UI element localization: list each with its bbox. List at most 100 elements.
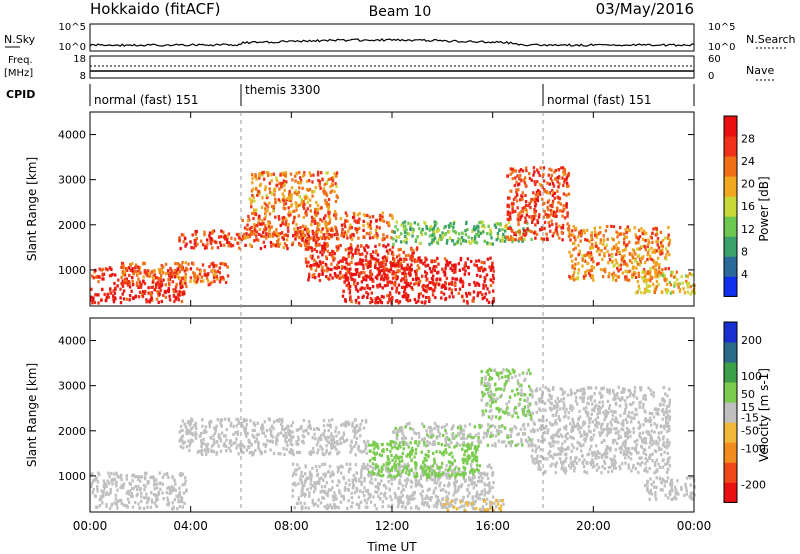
heatmap-cell bbox=[452, 265, 455, 269]
heatmap-cell bbox=[347, 420, 350, 424]
heatmap-cell bbox=[361, 419, 364, 423]
heatmap-cell bbox=[375, 225, 379, 229]
heatmap-cell bbox=[399, 426, 402, 430]
heatmap-cell bbox=[664, 288, 667, 292]
heatmap-cell bbox=[178, 504, 182, 509]
heatmap-cell bbox=[640, 257, 643, 261]
heatmap-cell bbox=[625, 270, 629, 274]
heatmap-cell bbox=[270, 424, 273, 429]
heatmap-cell bbox=[364, 446, 368, 451]
heatmap-cell bbox=[650, 257, 653, 261]
heatmap-cell bbox=[567, 184, 570, 188]
heatmap-cell bbox=[511, 204, 514, 209]
heatmap-cell bbox=[612, 275, 615, 279]
heatmap-cell bbox=[619, 267, 622, 271]
heatmap-cell bbox=[222, 277, 225, 281]
heatmap-cell bbox=[483, 239, 486, 243]
heatmap-cell bbox=[205, 430, 208, 434]
heatmap-cell bbox=[492, 480, 495, 485]
heatmap-cell bbox=[400, 455, 403, 459]
heatmap-cell bbox=[370, 473, 373, 477]
heatmap-cell bbox=[181, 483, 184, 487]
heatmap-cell bbox=[489, 278, 493, 282]
heatmap-cell bbox=[252, 208, 256, 212]
heatmap-cell bbox=[326, 503, 329, 507]
heatmap-cell bbox=[555, 206, 559, 210]
heatmap-cell bbox=[665, 247, 668, 251]
heatmap-cell bbox=[337, 450, 341, 454]
heatmap-cell bbox=[273, 193, 276, 197]
heatmap-cell bbox=[301, 487, 304, 491]
heatmap-cell bbox=[181, 472, 184, 476]
heatmap-cell bbox=[115, 503, 119, 507]
heatmap-cell bbox=[533, 210, 536, 215]
heatmap-cell bbox=[291, 494, 294, 498]
heatmap-cell bbox=[547, 191, 550, 195]
heatmap-cell bbox=[357, 446, 360, 450]
heatmap-cell bbox=[133, 501, 137, 505]
heatmap-cell bbox=[543, 220, 547, 224]
heatmap-cell bbox=[454, 265, 457, 269]
heatmap-cell bbox=[297, 497, 300, 501]
heatmap-cell bbox=[219, 235, 223, 239]
heatmap-cell bbox=[212, 264, 216, 268]
heatmap-cell bbox=[542, 179, 546, 183]
heatmap-cell bbox=[115, 484, 118, 488]
heatmap-cell bbox=[437, 472, 440, 476]
heatmap-cell bbox=[268, 439, 272, 443]
heatmap-cell bbox=[344, 211, 348, 215]
heatmap-cell bbox=[403, 287, 407, 291]
heatmap-cell bbox=[433, 478, 437, 482]
heatmap-cell bbox=[474, 494, 478, 498]
heatmap-cell bbox=[480, 382, 483, 386]
heatmap-cell bbox=[275, 234, 278, 238]
heatmap-cell bbox=[441, 505, 445, 509]
heatmap-cell bbox=[407, 232, 411, 236]
heatmap-cell bbox=[268, 234, 272, 238]
heatmap-cell bbox=[494, 444, 497, 448]
heatmap-cell bbox=[310, 267, 313, 271]
heatmap-cell bbox=[551, 189, 554, 193]
heatmap-cell bbox=[390, 264, 393, 268]
heatmap-cell bbox=[649, 266, 652, 271]
heatmap-cell bbox=[272, 243, 276, 247]
heatmap-cell bbox=[219, 243, 223, 247]
heatmap-cell bbox=[360, 475, 363, 479]
heatmap-cell bbox=[337, 466, 341, 470]
heatmap-cell bbox=[353, 491, 357, 495]
heatmap-cell bbox=[659, 230, 663, 234]
heatmap-cell bbox=[372, 440, 375, 444]
heatmap-cell bbox=[97, 293, 100, 297]
heatmap-cell bbox=[242, 450, 245, 455]
heatmap-cell bbox=[182, 290, 186, 294]
power-heatmap bbox=[90, 166, 696, 305]
heatmap-cell bbox=[528, 393, 532, 397]
heatmap-cell bbox=[425, 478, 429, 482]
heatmap-cell bbox=[353, 430, 357, 434]
heatmap-cell bbox=[275, 228, 278, 232]
heatmap-cell bbox=[680, 275, 683, 279]
heatmap-cell bbox=[223, 417, 227, 421]
heatmap-cell bbox=[624, 275, 627, 279]
heatmap-cell bbox=[328, 419, 331, 423]
heatmap-cell bbox=[410, 263, 413, 267]
heatmap-cell bbox=[260, 205, 264, 209]
heatmap-cell bbox=[478, 497, 481, 501]
heatmap-cell bbox=[454, 263, 457, 267]
heatmap-cell bbox=[291, 462, 295, 466]
heatmap-cell bbox=[268, 221, 272, 225]
heatmap-cell bbox=[549, 177, 553, 181]
heatmap-cell bbox=[410, 458, 413, 463]
heatmap-cell bbox=[285, 435, 288, 439]
heatmap-cell bbox=[428, 227, 431, 231]
heatmap-cell bbox=[269, 448, 272, 452]
heatmap-cell bbox=[425, 458, 428, 462]
heatmap-cell bbox=[407, 221, 410, 225]
heatmap-cell bbox=[395, 286, 399, 290]
heatmap-cell bbox=[219, 262, 222, 266]
heatmap-cell bbox=[97, 471, 100, 475]
heatmap-cell bbox=[474, 499, 478, 503]
heatmap-cell bbox=[351, 273, 354, 277]
heatmap-cell bbox=[503, 426, 507, 430]
heatmap-cell bbox=[314, 483, 317, 487]
